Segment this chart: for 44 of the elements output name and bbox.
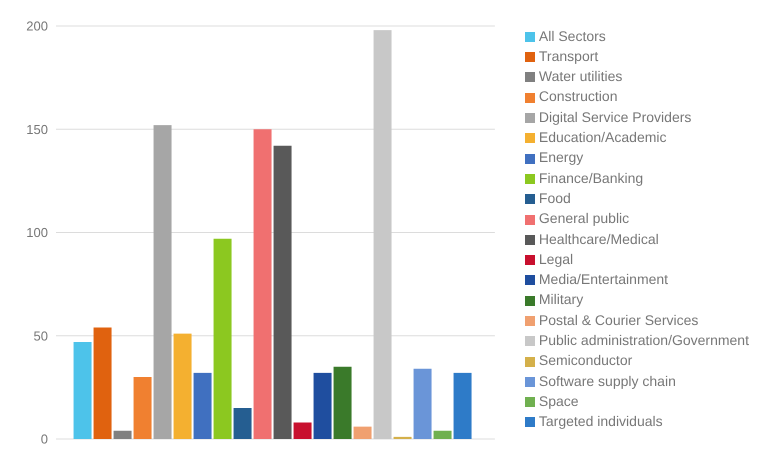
bar [314, 372, 332, 439]
bar [294, 422, 312, 439]
bar [194, 372, 212, 439]
bar [214, 238, 232, 439]
bar [274, 146, 292, 439]
y-tick-label: 0 [40, 432, 48, 447]
legend-label: Finance/Banking [538, 170, 644, 186]
bar [434, 430, 452, 439]
y-tick-label: 200 [26, 18, 48, 34]
bar [254, 129, 272, 439]
legend-label: Space [538, 392, 579, 409]
legend-label: Legal [538, 250, 574, 267]
legend-label: Targeted individuals [538, 413, 663, 430]
bar [94, 327, 112, 439]
legend-label: Postal & Courier Services [538, 312, 698, 328]
bar [174, 334, 192, 439]
legend-label: Energy [538, 149, 584, 166]
y-tick-label: 150 [26, 122, 48, 137]
bar [454, 372, 472, 439]
legend-label: Media/Entertainment [538, 271, 668, 288]
bar [354, 426, 372, 439]
legend-label: Digital Service Providers [538, 108, 692, 125]
legend-label: Food [538, 190, 571, 206]
legend-label: All Sectors [538, 28, 606, 44]
legend-label: Healthcare/Medical [538, 230, 659, 246]
legend-label: Transport [538, 48, 598, 64]
y-tick-label: 50 [34, 328, 48, 344]
bar [414, 368, 432, 439]
legend-label: Semiconductor [538, 352, 632, 368]
y-tick-label: 100 [26, 225, 48, 240]
legend-label: Construction [538, 88, 618, 104]
bar [74, 342, 92, 439]
bar [334, 366, 352, 439]
legend-label: Education/Academic [538, 129, 667, 146]
legend-label: Water utilities [538, 68, 622, 84]
legend-label: Public administration/Government [538, 332, 749, 348]
legend-label: Software supply chain [538, 372, 676, 389]
legend-label: Military [538, 291, 584, 308]
bar [374, 30, 392, 439]
bar [154, 125, 172, 439]
legend-label: General public [538, 210, 630, 226]
bar [234, 408, 252, 439]
bar [134, 377, 152, 439]
bar [114, 430, 132, 439]
